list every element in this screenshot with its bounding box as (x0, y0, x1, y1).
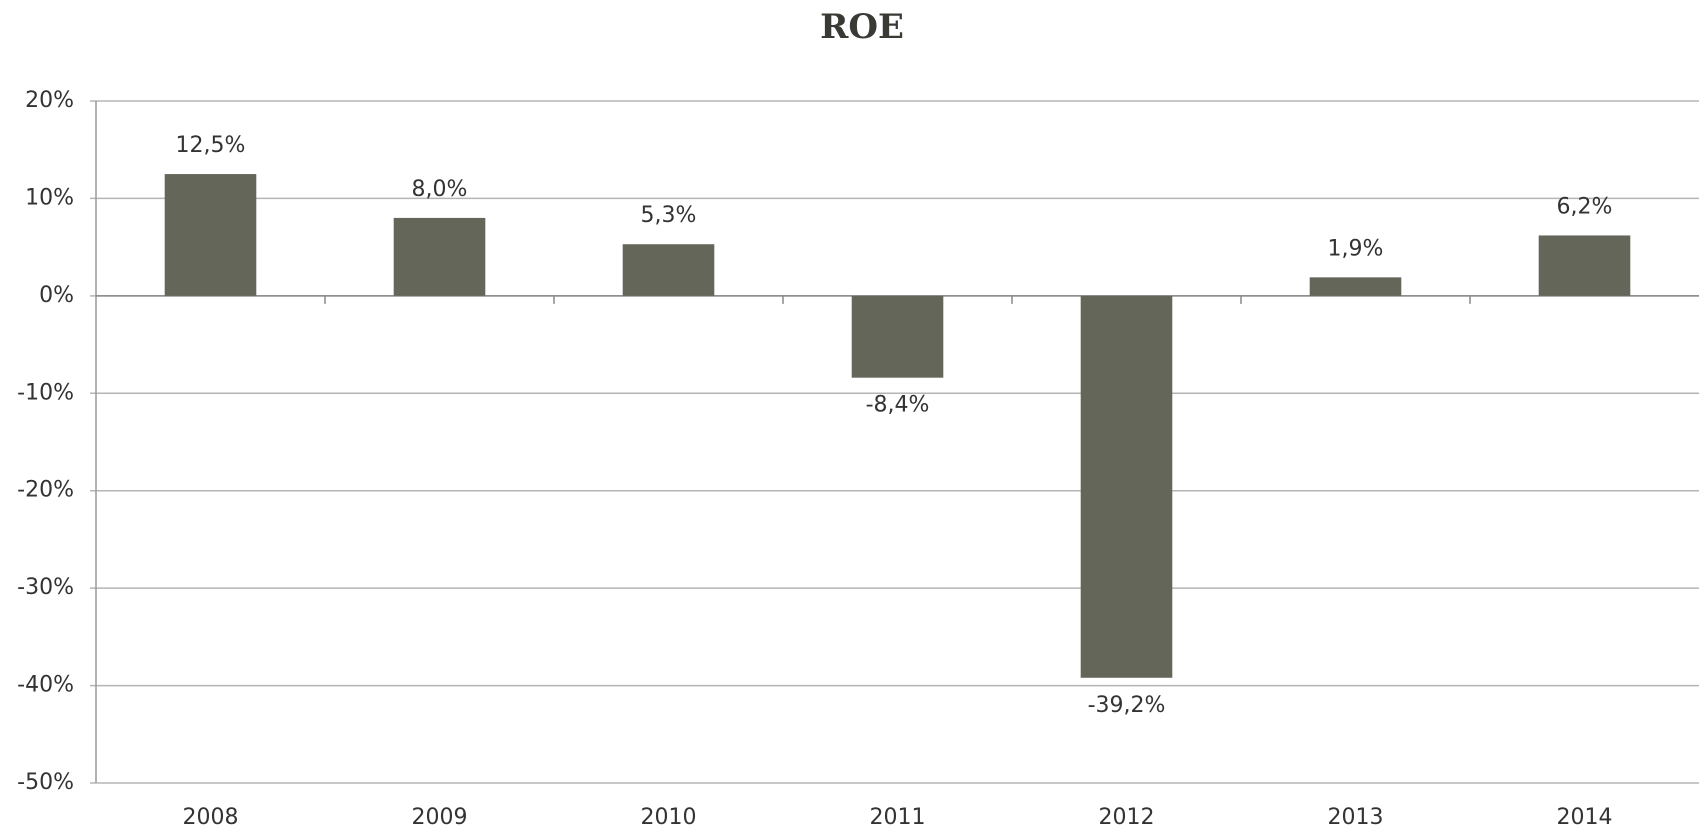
data-label: 8,0% (412, 177, 468, 202)
y-tick-label: -30% (17, 575, 74, 600)
y-tick-label: 20% (25, 88, 74, 113)
data-label: 1,9% (1328, 236, 1384, 261)
y-tick-label: 10% (25, 185, 74, 210)
data-label: 12,5% (176, 133, 246, 158)
y-tick-label: -20% (17, 478, 74, 503)
x-tick-label: 2008 (183, 805, 239, 830)
bar (622, 244, 715, 296)
bar (1080, 295, 1173, 678)
data-label: -39,2% (1088, 693, 1166, 718)
x-tick-label: 2013 (1328, 805, 1384, 830)
bar (393, 217, 486, 296)
y-tick-label: -10% (17, 380, 74, 405)
data-label: 6,2% (1557, 194, 1613, 219)
bar (1309, 277, 1402, 296)
bar (851, 295, 944, 378)
bar (164, 174, 257, 296)
data-label: -8,4% (866, 393, 930, 418)
y-tick-label: -50% (17, 770, 74, 795)
chart-title: ROE (820, 7, 904, 47)
x-tick-label: 2012 (1099, 805, 1155, 830)
x-tick-label: 2009 (412, 805, 468, 830)
bar (1538, 235, 1631, 296)
x-tick-label: 2010 (641, 805, 697, 830)
y-tick-label: 0% (39, 283, 74, 308)
y-tick-label: -40% (17, 673, 74, 698)
data-label: 5,3% (641, 203, 697, 228)
x-tick-label: 2014 (1557, 805, 1613, 830)
x-tick-label: 2011 (870, 805, 926, 830)
